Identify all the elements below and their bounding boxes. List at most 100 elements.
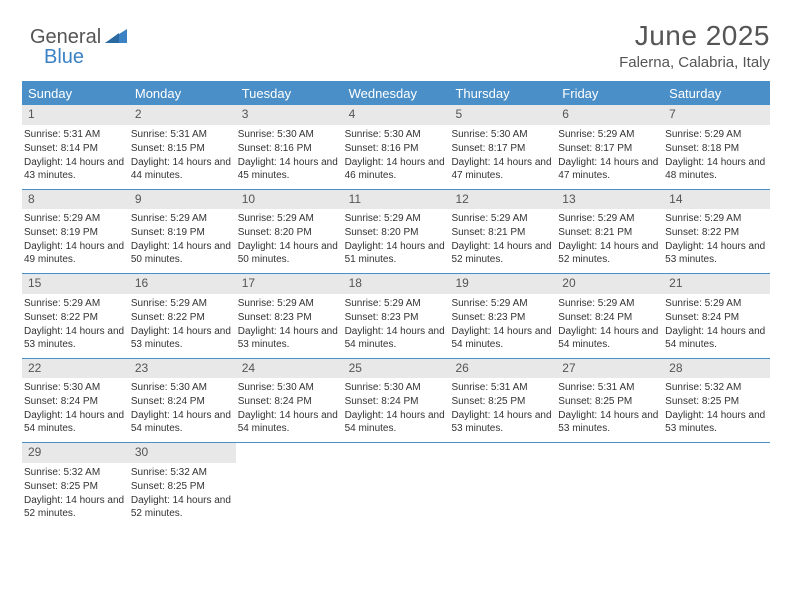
day-number: 21 <box>663 274 770 294</box>
daylight-line: Daylight: 14 hours and 50 minutes. <box>131 240 232 266</box>
sunset-line: Sunset: 8:25 PM <box>451 395 552 408</box>
sunset-line: Sunset: 8:24 PM <box>24 395 125 408</box>
sunrise-line: Sunrise: 5:29 AM <box>238 212 339 225</box>
sunset-line: Sunset: 8:16 PM <box>238 142 339 155</box>
calendar-body: 1Sunrise: 5:31 AMSunset: 8:14 PMDaylight… <box>22 105 770 527</box>
sunset-line: Sunset: 8:19 PM <box>24 226 125 239</box>
calendar-cell: 17Sunrise: 5:29 AMSunset: 8:23 PMDayligh… <box>236 274 343 358</box>
sunset-line: Sunset: 8:18 PM <box>665 142 766 155</box>
calendar-week: 22Sunrise: 5:30 AMSunset: 8:24 PMDayligh… <box>22 359 770 444</box>
day-info: Sunrise: 5:29 AMSunset: 8:17 PMDaylight:… <box>556 128 663 182</box>
calendar-cell: 19 Sunrise: 5:29 AMSunset: 8:23 PMDayligh… <box>449 274 556 358</box>
day-info: Sunrise: 5:31 AMSunset: 8:15 PMDaylight:… <box>129 128 236 182</box>
sunrise-line: Sunrise: 5:30 AM <box>345 381 446 394</box>
day-number: 30 <box>129 443 236 463</box>
day-number: 23 <box>129 359 236 379</box>
dow-friday: Friday <box>556 82 663 105</box>
daylight-line: Daylight: 14 hours and 52 minutes. <box>24 494 125 520</box>
sunset-line: Sunset: 8:22 PM <box>665 226 766 239</box>
sunrise-line: Sunrise: 5:30 AM <box>24 381 125 394</box>
day-info: Sunrise: 5:29 AMSunset: 8:23 PMDaylight:… <box>343 297 450 351</box>
day-info: Sunrise: 5:30 AMSunset: 8:17 PMDaylight:… <box>449 128 556 182</box>
daylight-line: Daylight: 14 hours and 45 minutes. <box>238 156 339 182</box>
daylight-line: Daylight: 14 hours and 54 minutes. <box>665 325 766 351</box>
sunset-line: Sunset: 8:15 PM <box>131 142 232 155</box>
sunset-line: Sunset: 8:24 PM <box>131 395 232 408</box>
day-info: Sunrise: 5:29 AMSunset: 8:20 PMDaylight:… <box>343 212 450 266</box>
day-number: 10 <box>236 190 343 210</box>
calendar-cell: 9Sunrise: 5:29 AMSunset: 8:19 PMDaylight… <box>129 190 236 274</box>
daylight-line: Daylight: 14 hours and 50 minutes. <box>238 240 339 266</box>
sunrise-line: Sunrise: 5:29 AM <box>665 128 766 141</box>
daylight-line: Daylight: 14 hours and 47 minutes. <box>558 156 659 182</box>
day-number: 26 <box>449 359 556 379</box>
day-info: Sunrise: 5:29 AMSunset: 8:18 PMDaylight:… <box>663 128 770 182</box>
calendar-cell: 8Sunrise: 5:29 AMSunset: 8:19 PMDaylight… <box>22 190 129 274</box>
daylight-line: Daylight: 14 hours and 52 minutes. <box>558 240 659 266</box>
daylight-line: Daylight: 14 hours and 54 minutes. <box>451 325 552 351</box>
sunrise-line: Sunrise: 5:29 AM <box>131 212 232 225</box>
day-info: Sunrise: 5:29 AMSunset: 8:21 PMDaylight:… <box>556 212 663 266</box>
daylight-line: Daylight: 14 hours and 46 minutes. <box>345 156 446 182</box>
day-info: Sunrise: 5:29 AMSunset: 8:21 PMDaylight:… <box>449 212 556 266</box>
sunrise-line: Sunrise: 5:29 AM <box>131 297 232 310</box>
day-info: Sunrise: 5:30 AMSunset: 8:24 PMDaylight:… <box>343 381 450 435</box>
daylight-line: Daylight: 14 hours and 54 minutes. <box>345 325 446 351</box>
calendar-cell: 2 Sunrise: 5:31 AMSunset: 8:15 PMDaylight… <box>129 105 236 189</box>
sunrise-line: Sunrise: 5:29 AM <box>558 128 659 141</box>
calendar-cell: 18Sunrise: 5:29 AMSunset: 8:23 PMDayligh… <box>343 274 450 358</box>
sunrise-line: Sunrise: 5:29 AM <box>238 297 339 310</box>
dow-row: Sunday Monday Tuesday Wednesday Thursday… <box>22 82 770 105</box>
day-number: 2 <box>129 105 236 125</box>
day-number: 6 <box>556 105 663 125</box>
day-number: 15 <box>22 274 129 294</box>
sunrise-line: Sunrise: 5:29 AM <box>24 212 125 225</box>
calendar-week: 1Sunrise: 5:31 AMSunset: 8:14 PMDaylight… <box>22 105 770 190</box>
logo-text-blue: Blue <box>44 46 84 68</box>
sunrise-line: Sunrise: 5:30 AM <box>451 128 552 141</box>
daylight-line: Daylight: 14 hours and 54 minutes. <box>131 409 232 435</box>
day-number: 4 <box>343 105 450 125</box>
day-info: Sunrise: 5:30 AMSunset: 8:24 PMDaylight:… <box>22 381 129 435</box>
day-number: 5 <box>449 105 556 125</box>
daylight-line: Daylight: 14 hours and 54 minutes. <box>345 409 446 435</box>
calendar-cell: 12Sunrise: 5:29 AMSunset: 8:21 PMDayligh… <box>449 190 556 274</box>
sunrise-line: Sunrise: 5:30 AM <box>238 128 339 141</box>
daylight-line: Daylight: 14 hours and 53 minutes. <box>665 409 766 435</box>
calendar-cell: 7Sunrise: 5:29 AMSunset: 8:18 PMDaylight… <box>663 105 770 189</box>
calendar-cell: 21 Sunrise: 5:29 AMSunset: 8:24 PMDayligh… <box>663 274 770 358</box>
day-info: Sunrise: 5:29 AMSunset: 8:23 PMDaylight:… <box>236 297 343 351</box>
page-title: June 2025 <box>22 20 770 52</box>
day-info: Sunrise: 5:29 AMSunset: 8:23 PMDaylight:… <box>449 297 556 351</box>
day-info: Sunrise: 5:32 AMSunset: 8:25 PMDaylight:… <box>129 466 236 520</box>
day-number: 19 <box>449 274 556 294</box>
sunset-line: Sunset: 8:23 PM <box>451 311 552 324</box>
sunrise-line: Sunrise: 5:29 AM <box>345 212 446 225</box>
day-info: Sunrise: 5:29 AMSunset: 8:22 PMDaylight:… <box>663 212 770 266</box>
logo-triangle-icon <box>105 27 127 48</box>
sunset-line: Sunset: 8:17 PM <box>451 142 552 155</box>
day-info: Sunrise: 5:29 AMSunset: 8:19 PMDaylight:… <box>129 212 236 266</box>
sunset-line: Sunset: 8:24 PM <box>665 311 766 324</box>
sunrise-line: Sunrise: 5:32 AM <box>665 381 766 394</box>
day-number: 25 <box>343 359 450 379</box>
sunset-line: Sunset: 8:25 PM <box>665 395 766 408</box>
sunset-line: Sunset: 8:20 PM <box>345 226 446 239</box>
day-number: 11 <box>343 190 450 210</box>
day-number: 13 <box>556 190 663 210</box>
day-info: Sunrise: 5:30 AMSunset: 8:16 PMDaylight:… <box>236 128 343 182</box>
daylight-line: Daylight: 14 hours and 53 minutes. <box>131 325 232 351</box>
day-number: 8 <box>22 190 129 210</box>
day-info: Sunrise: 5:30 AMSunset: 8:24 PMDaylight:… <box>129 381 236 435</box>
sunrise-line: Sunrise: 5:31 AM <box>131 128 232 141</box>
sunset-line: Sunset: 8:23 PM <box>345 311 446 324</box>
header: June 2025 Falerna, Calabria, Italy <box>22 20 770 71</box>
day-number: 29 <box>22 443 129 463</box>
sunrise-line: Sunrise: 5:29 AM <box>451 212 552 225</box>
sunrise-line: Sunrise: 5:30 AM <box>238 381 339 394</box>
calendar-cell: 14Sunrise: 5:29 AMSunset: 8:22 PMDayligh… <box>663 190 770 274</box>
sunrise-line: Sunrise: 5:29 AM <box>665 297 766 310</box>
dow-saturday: Saturday <box>663 82 770 105</box>
daylight-line: Daylight: 14 hours and 44 minutes. <box>131 156 232 182</box>
calendar-week: 8Sunrise: 5:29 AMSunset: 8:19 PMDaylight… <box>22 190 770 275</box>
